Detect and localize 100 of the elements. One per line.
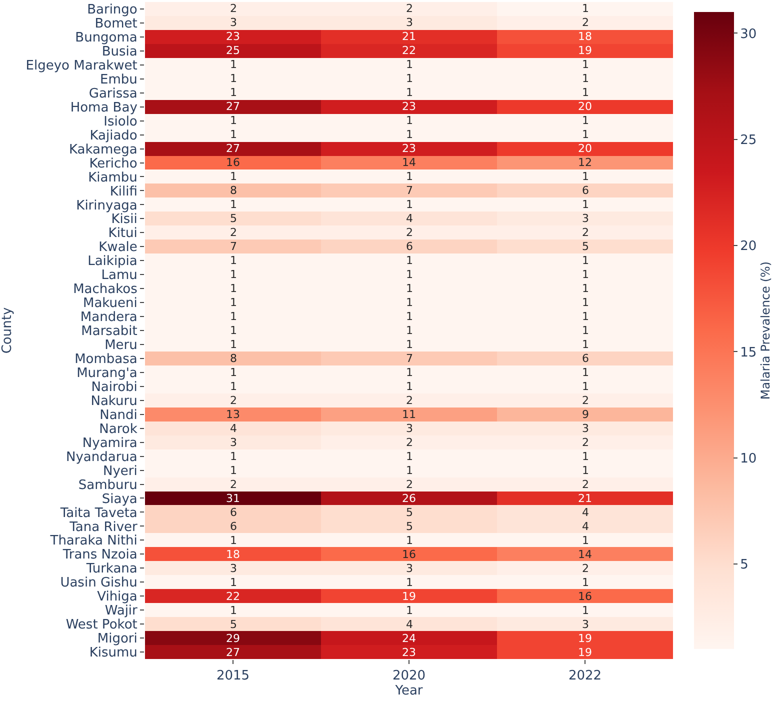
data-label: 1 bbox=[406, 310, 413, 323]
data-label: 21 bbox=[402, 30, 416, 43]
data-label: 1 bbox=[406, 296, 413, 309]
data-label: 1 bbox=[230, 576, 237, 589]
data-label: 27 bbox=[226, 142, 240, 155]
y-tick-label: Kwale bbox=[98, 240, 138, 256]
data-label: 6 bbox=[582, 184, 589, 197]
data-label: 1 bbox=[582, 338, 589, 351]
data-label: 1 bbox=[406, 380, 413, 393]
color-bar-title: Malaria Prevalence (%) bbox=[758, 261, 773, 400]
data-label: 1 bbox=[230, 72, 237, 85]
data-label: 2 bbox=[230, 226, 237, 239]
data-label: 24 bbox=[402, 632, 416, 645]
data-label: 6 bbox=[230, 520, 237, 533]
data-label: 16 bbox=[578, 590, 592, 603]
data-label: 1 bbox=[582, 86, 589, 99]
y-tick-label: Nyamira bbox=[82, 436, 138, 451]
data-label: 8 bbox=[230, 352, 237, 365]
data-label: 9 bbox=[582, 408, 589, 421]
data-label: 6 bbox=[406, 240, 413, 253]
data-label: 25 bbox=[226, 44, 240, 57]
y-tick-label: Elgeyo Marakwet bbox=[26, 58, 138, 74]
y-tick-label: Murang'a bbox=[76, 366, 138, 381]
data-label: 12 bbox=[578, 156, 592, 169]
color-bar-label: 25 bbox=[740, 132, 757, 148]
data-label: 5 bbox=[406, 506, 413, 519]
data-label: 1 bbox=[582, 198, 589, 211]
data-label: 1 bbox=[582, 296, 589, 309]
data-label: 2 bbox=[230, 394, 237, 407]
data-label: 27 bbox=[226, 646, 240, 659]
data-label: 5 bbox=[406, 520, 413, 533]
data-label: 11 bbox=[402, 408, 416, 421]
data-label: 1 bbox=[582, 324, 589, 337]
data-label: 4 bbox=[230, 422, 237, 435]
data-label: 1 bbox=[230, 198, 237, 211]
y-tick-label: Isiolo bbox=[104, 114, 138, 130]
data-label: 22 bbox=[402, 44, 416, 57]
data-label: 13 bbox=[226, 408, 240, 421]
y-tick-label: Mandera bbox=[80, 310, 138, 326]
data-label: 2 bbox=[582, 478, 589, 491]
data-label: 5 bbox=[230, 212, 237, 225]
data-label: 1 bbox=[406, 170, 413, 183]
y-tick-label: Homa Bay bbox=[70, 100, 138, 116]
y-tick-label: Turkana bbox=[85, 562, 138, 577]
y-tick-label: Tana River bbox=[68, 520, 138, 535]
data-label: 1 bbox=[582, 604, 589, 617]
y-tick-label: Kericho bbox=[89, 156, 138, 172]
data-label: 4 bbox=[406, 618, 413, 631]
data-label: 1 bbox=[406, 324, 413, 337]
y-tick-label: Wajir bbox=[104, 604, 138, 619]
data-label: 1 bbox=[582, 58, 589, 71]
y-tick-label: Tharaka Nithi bbox=[49, 534, 138, 549]
y-tick-label: Taita Taveta bbox=[59, 506, 138, 521]
data-label: 23 bbox=[402, 100, 416, 113]
data-label: 1 bbox=[230, 464, 237, 477]
data-label: 2 bbox=[406, 394, 413, 407]
data-label: 1 bbox=[230, 128, 237, 141]
data-label: 4 bbox=[406, 212, 413, 225]
y-tick-label: Siaya bbox=[102, 492, 138, 507]
data-label: 18 bbox=[226, 548, 240, 561]
data-label: 1 bbox=[406, 114, 413, 127]
y-tick-label: Laikipia bbox=[88, 254, 138, 270]
y-tick-label: Samburu bbox=[78, 478, 138, 493]
x-tick-label: 2015 bbox=[216, 668, 250, 684]
data-label: 1 bbox=[406, 72, 413, 85]
data-label: 23 bbox=[226, 30, 240, 43]
y-tick-label: Nairobi bbox=[91, 380, 138, 395]
y-tick-label: Kajiado bbox=[90, 128, 138, 144]
data-label: 2 bbox=[582, 226, 589, 239]
data-label: 3 bbox=[406, 422, 413, 435]
data-label: 3 bbox=[230, 16, 237, 29]
data-label: 1 bbox=[582, 534, 589, 547]
data-label: 1 bbox=[582, 72, 589, 85]
x-tick-label: 2020 bbox=[392, 668, 426, 684]
data-label: 1 bbox=[230, 604, 237, 617]
data-label: 1 bbox=[230, 114, 237, 127]
y-tick-label: Garissa bbox=[88, 86, 138, 102]
data-label: 6 bbox=[582, 352, 589, 365]
data-label: 1 bbox=[582, 128, 589, 141]
y-tick-label: Busia bbox=[102, 44, 138, 60]
data-label: 1 bbox=[582, 282, 589, 295]
y-tick-label: West Pokot bbox=[66, 618, 138, 633]
data-label: 3 bbox=[582, 422, 589, 435]
data-label: 3 bbox=[406, 16, 413, 29]
data-label: 1 bbox=[406, 534, 413, 547]
data-label: 1 bbox=[230, 86, 237, 99]
y-tick-label: Marsabit bbox=[81, 324, 138, 340]
data-label: 2 bbox=[582, 562, 589, 575]
data-label: 3 bbox=[230, 436, 237, 449]
data-label: 1 bbox=[406, 366, 413, 379]
data-label: 4 bbox=[582, 520, 589, 533]
data-label: 1 bbox=[230, 380, 237, 393]
data-label: 2 bbox=[582, 394, 589, 407]
data-label: 1 bbox=[406, 282, 413, 295]
data-label: 14 bbox=[578, 548, 592, 561]
y-tick-label: Bungoma bbox=[75, 30, 138, 46]
data-label: 1 bbox=[406, 198, 413, 211]
data-label: 1 bbox=[582, 310, 589, 323]
data-label: 1 bbox=[582, 380, 589, 393]
data-label: 1 bbox=[406, 338, 413, 351]
